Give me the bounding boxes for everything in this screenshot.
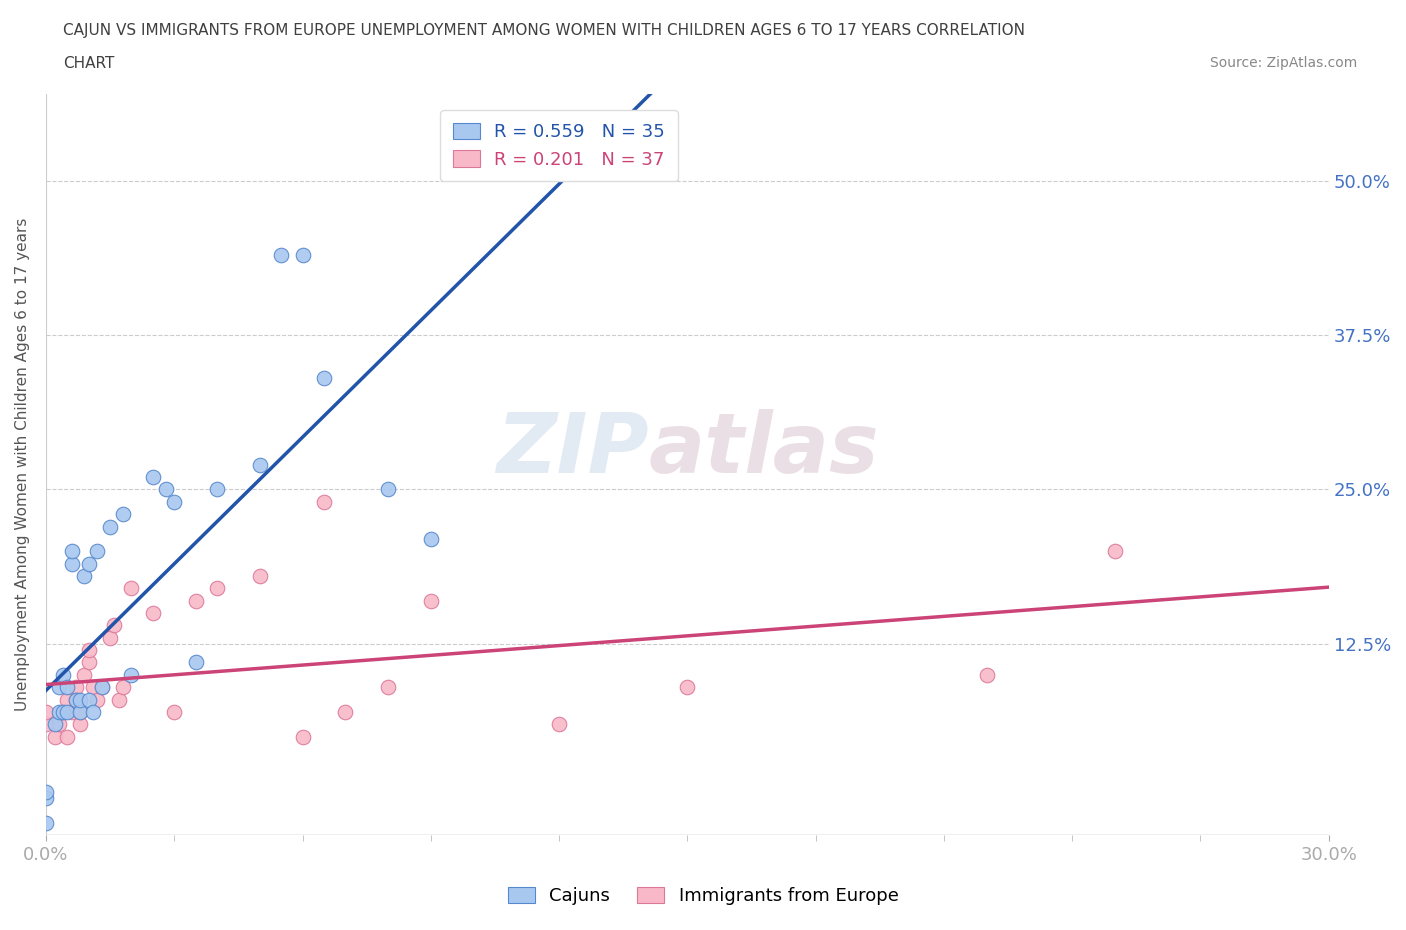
Point	[73, 668, 96, 683]
Point	[73, 568, 96, 583]
Point	[291, 729, 314, 744]
Text: Source: ZipAtlas.com: Source: ZipAtlas.com	[1209, 56, 1357, 70]
Point	[52, 704, 75, 719]
Point	[107, 692, 129, 707]
Point	[976, 668, 998, 683]
Point	[377, 680, 399, 695]
Point	[69, 704, 91, 719]
Point	[60, 544, 83, 559]
Point	[86, 692, 108, 707]
Point	[419, 593, 441, 608]
Text: CHART: CHART	[63, 56, 115, 71]
Point	[270, 247, 292, 262]
Point	[56, 692, 79, 707]
Point	[419, 531, 441, 546]
Point	[35, 816, 58, 830]
Point	[60, 556, 83, 571]
Point	[142, 470, 165, 485]
Point	[676, 680, 699, 695]
Point	[65, 692, 87, 707]
Point	[163, 704, 186, 719]
Point	[90, 680, 112, 695]
Point	[205, 482, 228, 497]
Point	[98, 631, 121, 645]
Point	[52, 704, 75, 719]
Point	[377, 482, 399, 497]
Point	[121, 581, 143, 596]
Point	[90, 680, 112, 695]
Point	[249, 458, 271, 472]
Point	[184, 593, 207, 608]
Text: ZIP: ZIP	[496, 409, 650, 490]
Point	[65, 692, 87, 707]
Point	[142, 605, 165, 620]
Point	[249, 568, 271, 583]
Point	[56, 729, 79, 744]
Point	[111, 507, 134, 522]
Text: atlas: atlas	[650, 409, 880, 490]
Point	[312, 371, 335, 386]
Point	[205, 581, 228, 596]
Legend: R = 0.559   N = 35, R = 0.201   N = 37: R = 0.559 N = 35, R = 0.201 N = 37	[440, 111, 678, 181]
Point	[65, 680, 87, 695]
Point	[86, 544, 108, 559]
Point	[35, 790, 58, 805]
Point	[60, 704, 83, 719]
Point	[48, 717, 70, 732]
Point	[69, 692, 91, 707]
Point	[335, 704, 357, 719]
Point	[77, 643, 100, 658]
Point	[103, 618, 125, 632]
Point	[163, 495, 186, 510]
Point	[44, 729, 66, 744]
Point	[548, 717, 571, 732]
Point	[35, 785, 58, 800]
Point	[56, 704, 79, 719]
Point	[184, 655, 207, 670]
Point	[82, 704, 104, 719]
Legend: Cajuns, Immigrants from Europe: Cajuns, Immigrants from Europe	[496, 876, 910, 916]
Point	[121, 668, 143, 683]
Point	[77, 556, 100, 571]
Point	[35, 704, 58, 719]
Point	[1104, 544, 1126, 559]
Point	[77, 692, 100, 707]
Point	[48, 704, 70, 719]
Point	[69, 717, 91, 732]
Point	[52, 668, 75, 683]
Point	[35, 717, 58, 732]
Y-axis label: Unemployment Among Women with Children Ages 6 to 17 years: Unemployment Among Women with Children A…	[15, 218, 30, 711]
Point	[48, 680, 70, 695]
Point	[77, 655, 100, 670]
Text: CAJUN VS IMMIGRANTS FROM EUROPE UNEMPLOYMENT AMONG WOMEN WITH CHILDREN AGES 6 TO: CAJUN VS IMMIGRANTS FROM EUROPE UNEMPLOY…	[63, 23, 1025, 38]
Point	[291, 247, 314, 262]
Point	[111, 680, 134, 695]
Point	[69, 704, 91, 719]
Point	[82, 680, 104, 695]
Point	[56, 680, 79, 695]
Point	[312, 495, 335, 510]
Point	[155, 482, 177, 497]
Point	[44, 717, 66, 732]
Point	[98, 519, 121, 534]
